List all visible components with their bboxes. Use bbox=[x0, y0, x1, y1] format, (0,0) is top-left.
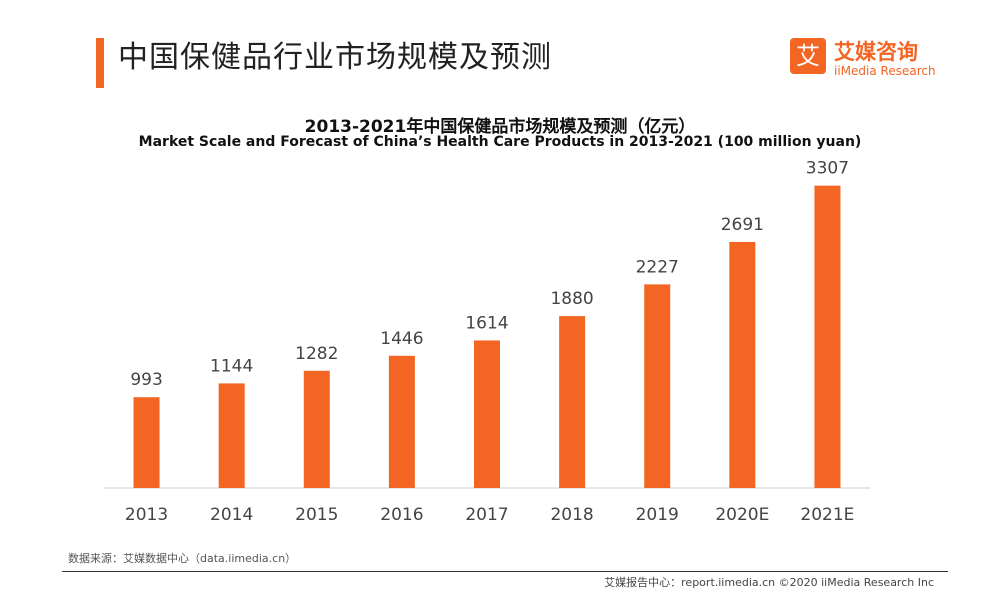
footer-copyright: 艾媒报告中心：report.iimedia.cn ©2020 iiMedia R… bbox=[604, 576, 934, 589]
data-label-2019: 2227 bbox=[636, 257, 679, 277]
chart-title: 2013-2021年中国保健品市场规模及预测（亿元） bbox=[304, 117, 696, 137]
bar-2013 bbox=[133, 397, 160, 488]
bar-2021E bbox=[814, 185, 841, 488]
x-tick-2018: 2018 bbox=[550, 505, 593, 525]
chart-subtitle: Market Scale and Forecast of China’s Hea… bbox=[138, 134, 862, 150]
x-tick-2014: 2014 bbox=[210, 505, 253, 525]
logo-en-text: iiMedia Research bbox=[834, 64, 936, 78]
logo-mark-icon: 艾 bbox=[790, 38, 826, 74]
bar-2019 bbox=[644, 284, 671, 488]
data-label-2013: 993 bbox=[130, 370, 162, 390]
x-tick-2013: 2013 bbox=[125, 505, 168, 525]
data-label-2018: 1880 bbox=[550, 289, 593, 309]
data-source: 数据来源：艾媒数据中心（data.iimedia.cn） bbox=[68, 552, 297, 565]
x-tick-2021E: 2021E bbox=[800, 505, 854, 525]
footer-divider bbox=[62, 571, 948, 572]
page-title: 中国保健品行业市场规模及预测 bbox=[118, 40, 552, 75]
x-tick-2019: 2019 bbox=[636, 505, 679, 525]
x-tick-2020E: 2020E bbox=[715, 505, 769, 525]
x-tick-2015: 2015 bbox=[295, 505, 338, 525]
data-label-2021E: 3307 bbox=[806, 159, 849, 179]
iimedia-logo: 艾 艾媒咨询 iiMedia Research bbox=[790, 38, 950, 88]
data-label-2014: 1144 bbox=[210, 356, 253, 376]
bar-2015 bbox=[303, 370, 330, 488]
title-accent-bar bbox=[96, 38, 104, 88]
bar-2016 bbox=[388, 355, 415, 488]
x-tick-2016: 2016 bbox=[380, 505, 423, 525]
data-label-2020E: 2691 bbox=[721, 215, 764, 235]
logo-cn-text: 艾媒咨询 bbox=[834, 40, 918, 64]
x-tick-2017: 2017 bbox=[465, 505, 508, 525]
bar-2018 bbox=[559, 316, 586, 488]
bar-2020E bbox=[729, 241, 756, 488]
data-label-2017: 1614 bbox=[465, 313, 508, 333]
bar-2017 bbox=[474, 340, 500, 488]
data-label-2015: 1282 bbox=[295, 344, 338, 364]
data-label-2016: 1446 bbox=[380, 329, 423, 349]
bar-2014 bbox=[218, 383, 245, 488]
